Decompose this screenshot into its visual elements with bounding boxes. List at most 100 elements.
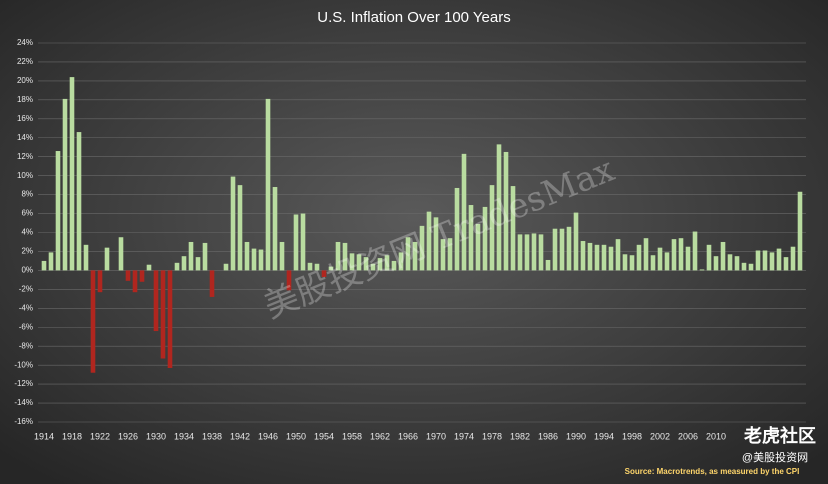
bar [587,242,593,271]
x-tick-label: 1922 [90,431,110,441]
bar [433,217,439,271]
bar [265,98,271,271]
bar [55,151,61,271]
bar [328,266,334,271]
bar [251,248,257,271]
y-tick-label: 22% [17,57,33,66]
bar [671,239,677,271]
x-tick-label: 1926 [118,431,138,441]
bar [69,77,75,271]
bar [48,252,54,271]
y-tick-label: 12% [17,152,33,161]
watermark: 老虎社区 [744,425,816,446]
x-tick-label: 1930 [146,431,166,441]
bar [783,257,789,271]
bar [153,270,159,332]
y-tick-label: 16% [17,114,33,123]
bar [657,247,663,271]
bar [643,238,649,271]
bar [475,223,481,271]
bar [699,269,705,271]
bar [741,262,747,271]
y-tick-label: 6% [21,209,33,218]
bar [237,185,243,271]
y-tick-label: -12% [14,379,33,388]
x-tick-label: 1990 [566,431,586,441]
x-tick-label: 1954 [314,431,334,441]
bar [713,256,719,271]
bar [755,250,761,271]
chart-title: U.S. Inflation Over 100 Years [317,9,510,26]
bar [307,262,313,271]
bar [601,244,607,271]
bar [440,239,446,271]
bar [447,238,453,271]
bar [195,257,201,271]
x-tick-label: 2006 [678,431,698,441]
bar [90,270,96,373]
bar [202,242,208,271]
x-tick-label: 1978 [482,431,502,441]
bar [83,244,89,271]
bar [363,257,369,271]
y-tick-label: -10% [14,360,33,369]
bar [370,263,376,271]
bar [405,237,411,271]
bar [335,241,341,271]
bar [706,244,712,271]
bar [349,253,355,271]
bar [594,244,600,271]
bar [748,263,754,271]
y-tick-label: -2% [19,284,33,293]
y-tick-label: 4% [21,228,33,237]
bar [720,241,726,271]
bar [664,252,670,271]
y-tick-label: 14% [17,133,33,142]
bar [496,144,502,271]
x-tick-label: 1982 [510,431,530,441]
bar [461,153,467,271]
x-tick-label: 1962 [370,431,390,441]
bar [524,234,530,271]
y-tick-label: -4% [19,303,33,312]
bar [636,244,642,271]
bar [790,246,796,271]
x-tick-label: 1974 [454,431,474,441]
bar [419,225,425,271]
x-tick-label: 1998 [622,431,642,441]
x-tick-label: 1950 [286,431,306,441]
x-tick-label: 1994 [594,431,614,441]
x-tick-label: 1986 [538,431,558,441]
watermark: @美股投资网 [742,450,808,464]
source: Source: Macrotrends, as measured by the … [625,467,800,476]
x-tick-label: 1958 [342,431,362,441]
bar [468,205,474,271]
y-tick-label: 2% [21,247,33,256]
bar [629,255,635,271]
bar [398,252,404,271]
bar [174,262,180,271]
bar [517,234,523,271]
bar [482,206,488,271]
bar [321,270,327,278]
y-tick-label: 8% [21,190,33,199]
bar [762,250,768,271]
bar [685,246,691,271]
bar [608,246,614,271]
bar [692,231,698,271]
y-tick-label: 20% [17,76,33,85]
bar [489,185,495,271]
bar [510,186,516,271]
bar [622,254,628,271]
bar [118,237,124,271]
bar [293,214,299,271]
bar [580,241,586,271]
x-tick-label: 1946 [258,431,278,441]
bar [426,211,432,271]
bar [76,132,82,271]
bar [559,228,565,271]
bar [531,233,537,271]
x-tick-label: 1970 [426,431,446,441]
x-tick-label: 1918 [62,431,82,441]
bar [615,239,621,271]
